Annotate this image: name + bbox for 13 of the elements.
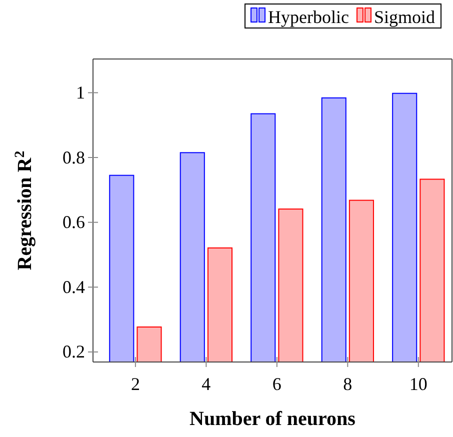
x-tick-label: 4 — [202, 374, 211, 394]
y-tick-label: 0.8 — [62, 147, 85, 168]
x-tick-label: 2 — [130, 374, 140, 394]
x-tick-label: 10 — [409, 374, 428, 394]
y-tick-label: 1 — [76, 82, 85, 102]
x-tick-label: 6 — [272, 374, 282, 394]
y-tick-label: 0.4 — [62, 276, 85, 297]
y-tick-label: 0.6 — [62, 212, 85, 232]
legend-label: Hyperbolic — [268, 7, 349, 27]
x-axis-title: Number of neurons — [190, 408, 356, 430]
legend-label: Sigmoid — [374, 7, 435, 27]
y-tick-label: 0.2 — [62, 342, 85, 362]
x-tick-label: 8 — [343, 374, 352, 394]
